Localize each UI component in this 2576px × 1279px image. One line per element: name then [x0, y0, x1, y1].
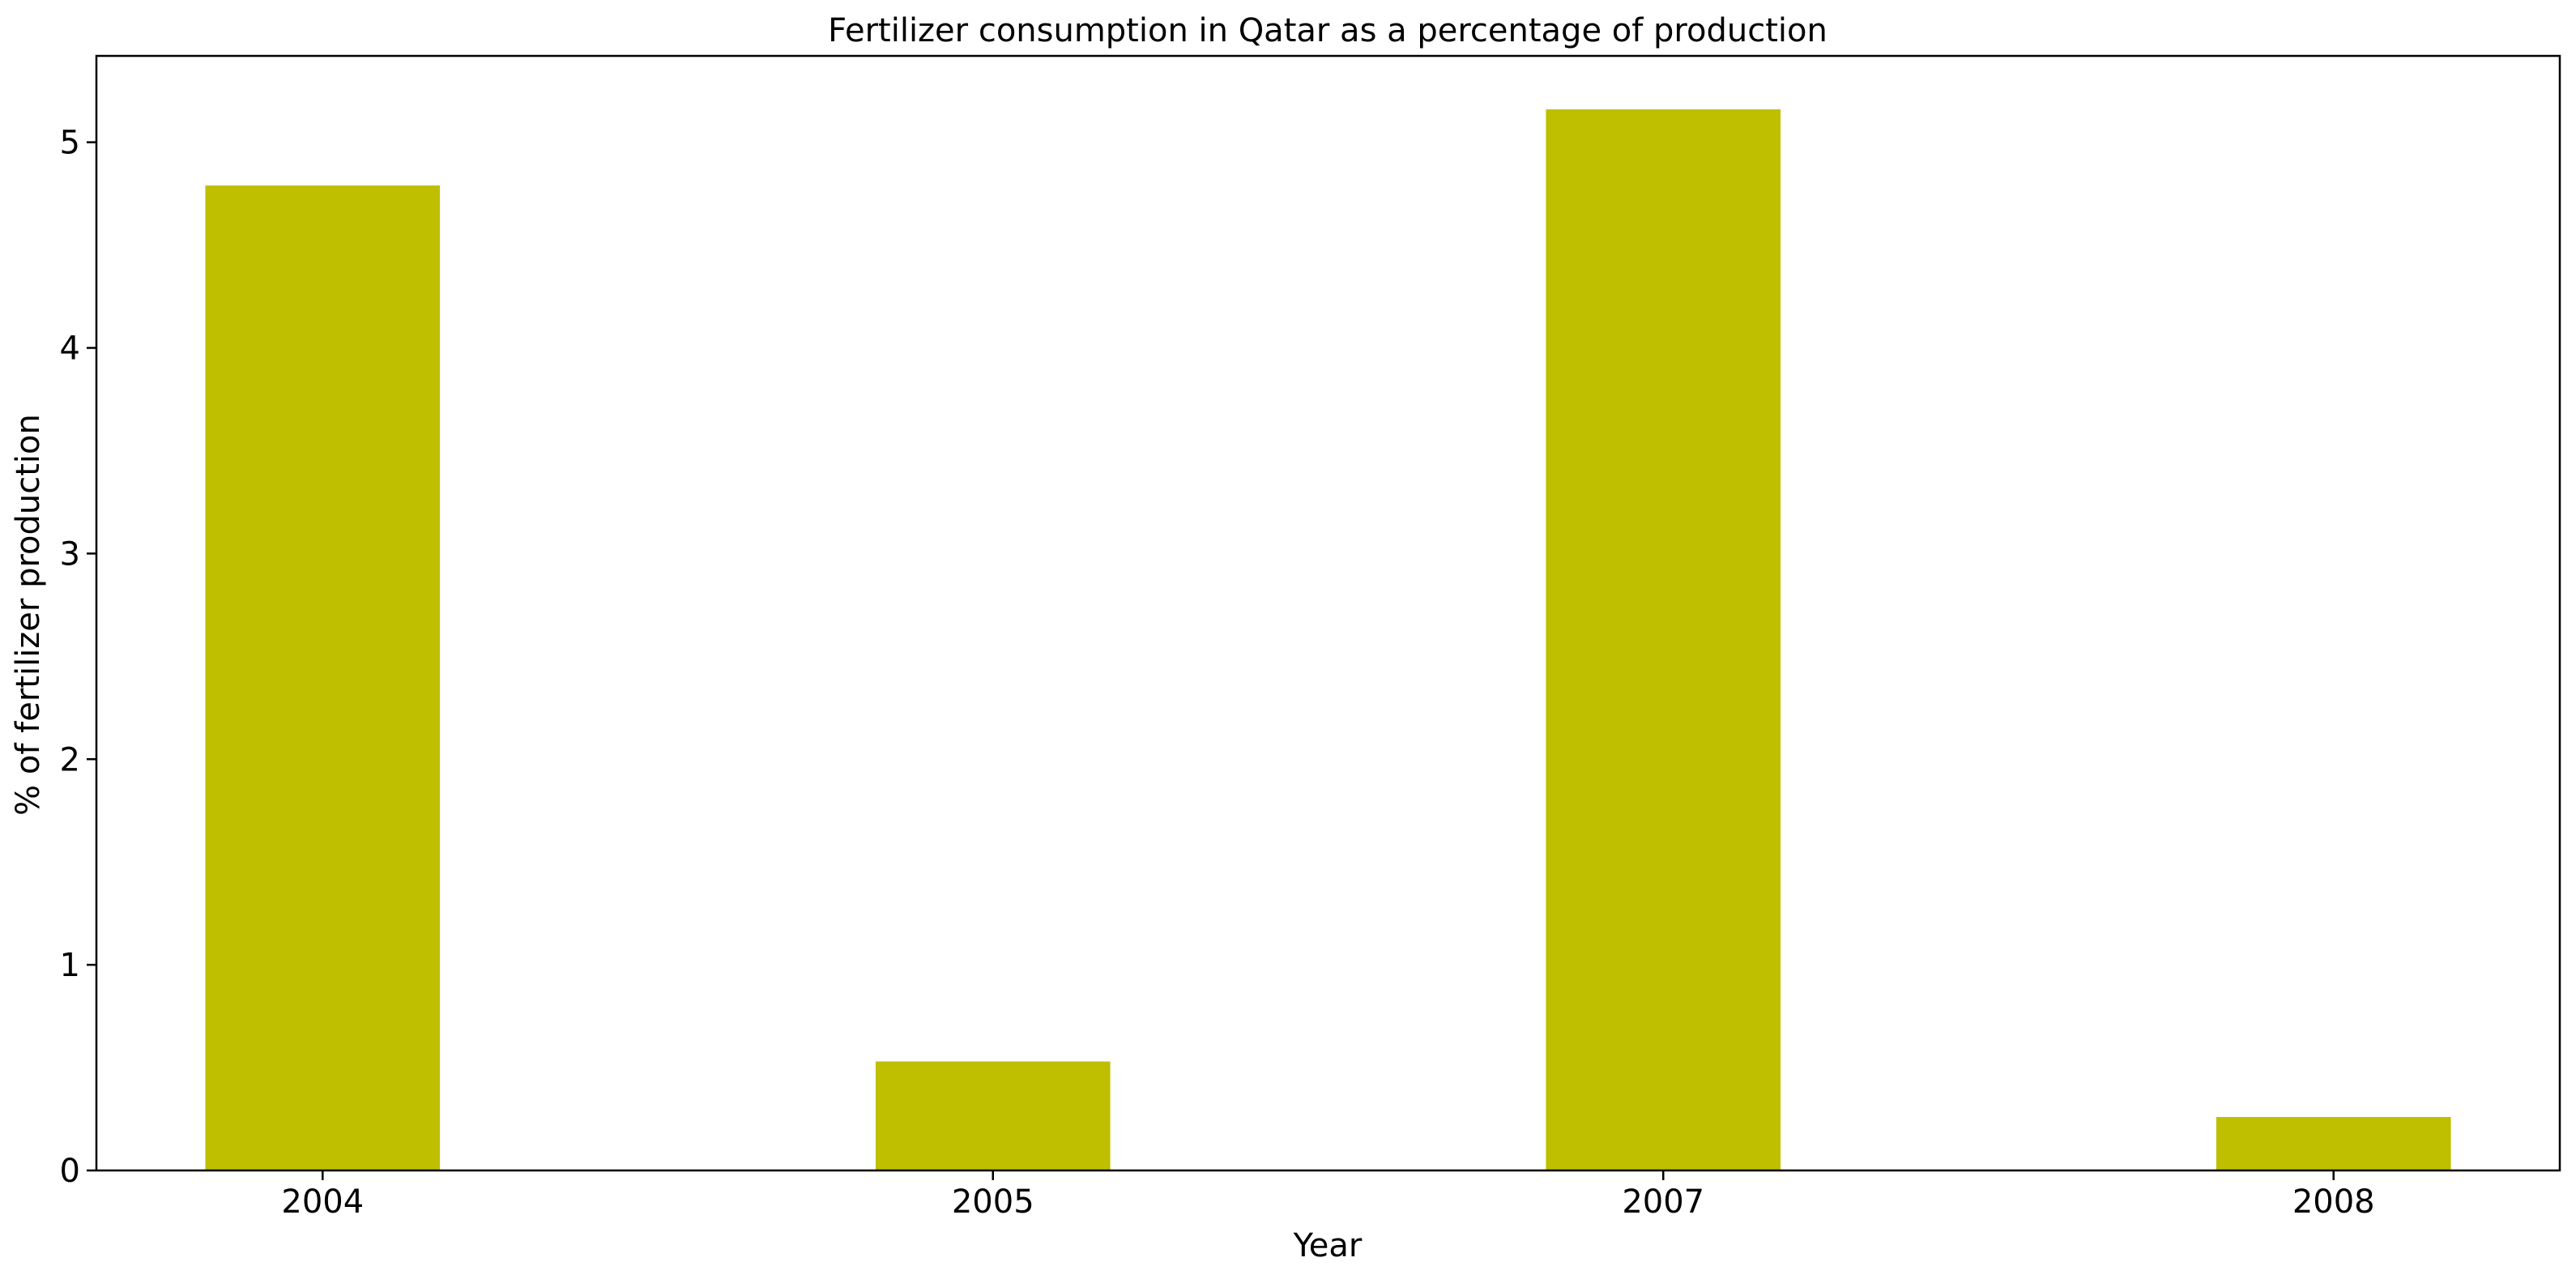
x-axis-label: Year [1293, 1227, 1363, 1264]
plot-area-frame [95, 54, 2561, 1172]
bar-2005 [875, 1061, 1111, 1170]
bars-layer [205, 109, 2451, 1171]
y-tick-label: 1 [60, 947, 80, 984]
x-tick-label-2008: 2008 [2292, 1183, 2375, 1221]
chart-title: Fertilizer consumption in Qatar as a per… [828, 12, 1828, 49]
y-axis-label: % of fertilizer production [10, 414, 47, 816]
bar-2007 [1546, 109, 1781, 1171]
bar-2004 [205, 185, 441, 1171]
x-axis: 2004 2005 2007 2008 [281, 1170, 2375, 1221]
y-tick-label: 0 [60, 1153, 80, 1190]
y-tick-label: 4 [60, 330, 80, 368]
x-tick-label-2007: 2007 [1622, 1183, 1704, 1221]
x-tick-label-2004: 2004 [281, 1183, 364, 1221]
bar-2008 [2216, 1116, 2451, 1170]
y-tick-label: 5 [60, 125, 80, 162]
y-axis: 0 1 2 3 4 5 [60, 125, 96, 1190]
x-tick-label-2005: 2005 [952, 1183, 1034, 1221]
y-tick-label: 3 [60, 535, 80, 573]
y-tick-label: 2 [60, 741, 80, 778]
